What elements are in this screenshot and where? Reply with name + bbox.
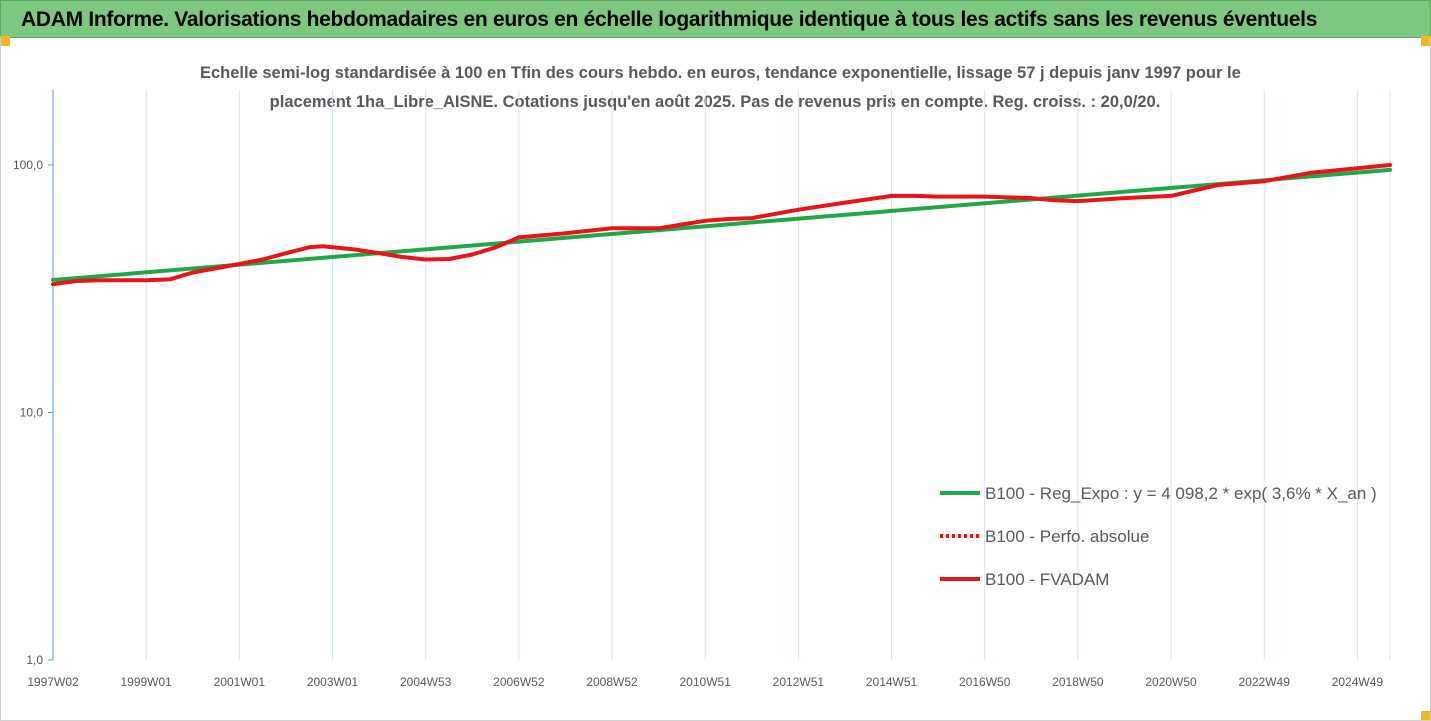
series-line-0 bbox=[51, 167, 1392, 282]
page-title: ADAM Informe. Valorisations hebdomadaire… bbox=[21, 8, 1318, 31]
chart-title-line2: placement 1ha_Libre_AISNE. Cotations jus… bbox=[269, 93, 1161, 111]
x-tick-label: 2018W50 bbox=[1052, 675, 1104, 689]
x-tick-label: 1997W02 bbox=[27, 675, 79, 689]
corner-marker-right bbox=[1421, 36, 1431, 46]
corner-marker-left bbox=[0, 36, 10, 46]
x-tick-label: 2024W49 bbox=[1332, 675, 1384, 689]
x-tick-label: 2004W53 bbox=[400, 675, 452, 689]
series-line-2 bbox=[51, 163, 1392, 287]
x-tick-label: 1999W01 bbox=[120, 675, 172, 689]
legend-label: B100 - FVADAM bbox=[985, 570, 1109, 589]
header-banner: ADAM Informe. Valorisations hebdomadaire… bbox=[0, 0, 1431, 38]
x-tick-label: 2006W52 bbox=[493, 675, 545, 689]
x-tick-label: 2012W51 bbox=[773, 675, 825, 689]
x-tick-label: 2020W50 bbox=[1145, 675, 1197, 689]
x-tick-label: 2001W01 bbox=[214, 675, 266, 689]
y-tick-label: 1,0 bbox=[26, 653, 43, 667]
chart-title-line1: Echelle semi-log standardisée à 100 en T… bbox=[200, 64, 1241, 82]
legend-label: B100 - Reg_Expo : y = 4 098,2 * exp( 3,6… bbox=[985, 484, 1377, 503]
y-tick-label: 10,0 bbox=[20, 406, 44, 420]
x-tick-label: 2003W01 bbox=[307, 675, 359, 689]
x-tick-label: 2010W51 bbox=[680, 675, 732, 689]
x-tick-label: 2022W49 bbox=[1239, 675, 1291, 689]
y-tick-label: 100,0 bbox=[13, 158, 43, 172]
x-tick-label: 2014W51 bbox=[866, 675, 918, 689]
x-tick-label: 2016W50 bbox=[959, 675, 1011, 689]
legend-label: B100 - Perfo. absolue bbox=[985, 527, 1149, 546]
corner-marker-bottom-right bbox=[1421, 711, 1431, 721]
x-tick-label: 2008W52 bbox=[586, 675, 638, 689]
